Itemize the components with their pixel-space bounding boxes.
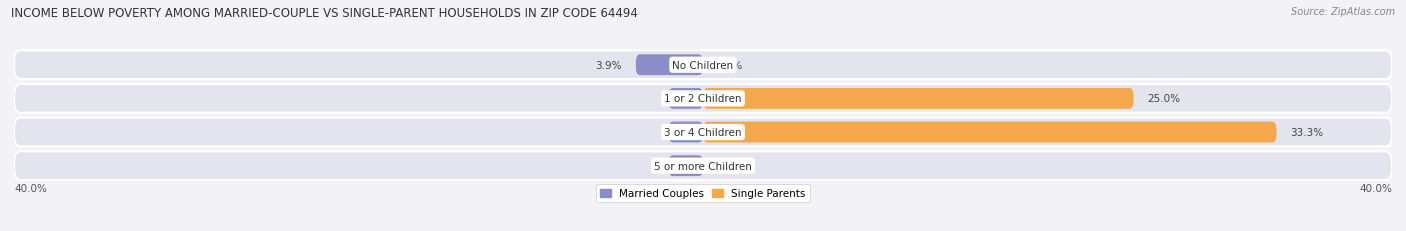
FancyBboxPatch shape bbox=[14, 51, 1392, 80]
FancyBboxPatch shape bbox=[669, 88, 703, 109]
Text: 40.0%: 40.0% bbox=[14, 183, 46, 193]
Text: 3 or 4 Children: 3 or 4 Children bbox=[664, 128, 742, 137]
Legend: Married Couples, Single Parents: Married Couples, Single Parents bbox=[596, 184, 810, 203]
Text: Source: ZipAtlas.com: Source: ZipAtlas.com bbox=[1291, 7, 1395, 17]
Text: 1 or 2 Children: 1 or 2 Children bbox=[664, 94, 742, 104]
Text: 25.0%: 25.0% bbox=[1147, 94, 1181, 104]
FancyBboxPatch shape bbox=[14, 152, 1392, 180]
Text: 0.0%: 0.0% bbox=[664, 161, 689, 171]
Text: 0.0%: 0.0% bbox=[664, 128, 689, 137]
Text: 5 or more Children: 5 or more Children bbox=[654, 161, 752, 171]
FancyBboxPatch shape bbox=[14, 85, 1392, 113]
Text: 0.0%: 0.0% bbox=[717, 61, 742, 70]
FancyBboxPatch shape bbox=[669, 155, 703, 176]
FancyBboxPatch shape bbox=[636, 55, 703, 76]
Text: 0.0%: 0.0% bbox=[717, 161, 742, 171]
Text: 40.0%: 40.0% bbox=[1360, 183, 1392, 193]
FancyBboxPatch shape bbox=[14, 118, 1392, 147]
FancyBboxPatch shape bbox=[703, 88, 1133, 109]
FancyBboxPatch shape bbox=[703, 122, 1277, 143]
Text: 3.9%: 3.9% bbox=[596, 61, 621, 70]
FancyBboxPatch shape bbox=[669, 122, 703, 143]
Text: INCOME BELOW POVERTY AMONG MARRIED-COUPLE VS SINGLE-PARENT HOUSEHOLDS IN ZIP COD: INCOME BELOW POVERTY AMONG MARRIED-COUPL… bbox=[11, 7, 638, 20]
Text: 33.3%: 33.3% bbox=[1291, 128, 1323, 137]
Text: 0.0%: 0.0% bbox=[664, 94, 689, 104]
Text: No Children: No Children bbox=[672, 61, 734, 70]
